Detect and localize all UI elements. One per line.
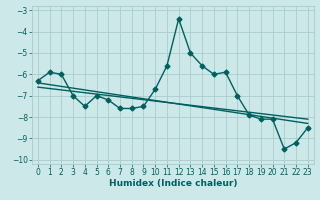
X-axis label: Humidex (Indice chaleur): Humidex (Indice chaleur) (108, 179, 237, 188)
